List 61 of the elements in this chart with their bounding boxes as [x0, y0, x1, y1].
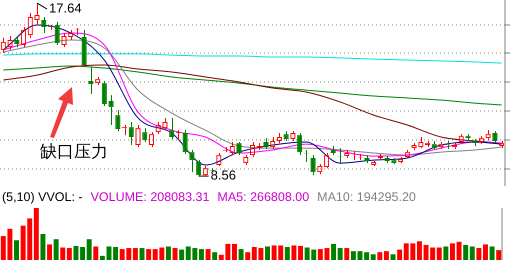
bar [238, 249, 244, 260]
candlestick [236, 141, 242, 156]
bar [140, 248, 144, 260]
candlestick [169, 117, 174, 140]
candlestick [492, 130, 498, 144]
candlestick [54, 21, 60, 46]
candlestick [297, 132, 302, 156]
candlestick [391, 157, 396, 165]
bar [159, 248, 164, 260]
text: VOLUME: 208083.31 [90, 190, 210, 204]
bar [40, 234, 46, 260]
bar [245, 252, 250, 260]
bar [490, 246, 495, 260]
candlestick [108, 94, 114, 126]
candlestick [364, 154, 370, 164]
bar [496, 250, 502, 260]
candlestick [128, 121, 134, 146]
candlestick [196, 160, 202, 177]
bar [470, 246, 475, 260]
bar [60, 248, 66, 260]
candlestick [284, 130, 289, 142]
bar [390, 254, 396, 260]
chart-title: (5,10) VVOL: - [2, 190, 83, 204]
candlestick [41, 16, 46, 34]
candlestick [432, 140, 437, 150]
bar [443, 246, 448, 260]
annotation: 17.64 [49, 0, 82, 16]
bar [34, 208, 39, 260]
bar [120, 249, 125, 260]
bar [212, 252, 218, 260]
candlestick [330, 145, 336, 156]
candlestick [14, 36, 20, 48]
candlestick [182, 130, 188, 154]
candlestick [142, 128, 148, 142]
bar [463, 244, 468, 260]
candlestick [384, 156, 390, 164]
candlestick [452, 141, 458, 150]
bar [66, 248, 72, 260]
bar [265, 246, 270, 260]
bar [166, 246, 171, 260]
bar [311, 250, 316, 260]
text: MA5: 266808.00 [217, 190, 310, 204]
bar [54, 239, 59, 260]
bar [186, 246, 191, 260]
bar [344, 248, 350, 260]
bar [436, 248, 442, 260]
candlestick [115, 110, 120, 132]
bar [172, 248, 178, 260]
annotation: 8.56 [210, 168, 236, 183]
text: MA10: 194295.20 [317, 190, 416, 204]
bar [284, 247, 290, 260]
candlestick [189, 149, 194, 173]
annotation: 缺口压力 [40, 141, 108, 163]
bar [93, 246, 98, 260]
candlestick [310, 154, 316, 176]
bar [304, 248, 310, 260]
candlestick [102, 80, 107, 106]
bar [47, 244, 52, 260]
bar [179, 250, 184, 260]
bar [206, 249, 211, 260]
bar [14, 240, 19, 260]
